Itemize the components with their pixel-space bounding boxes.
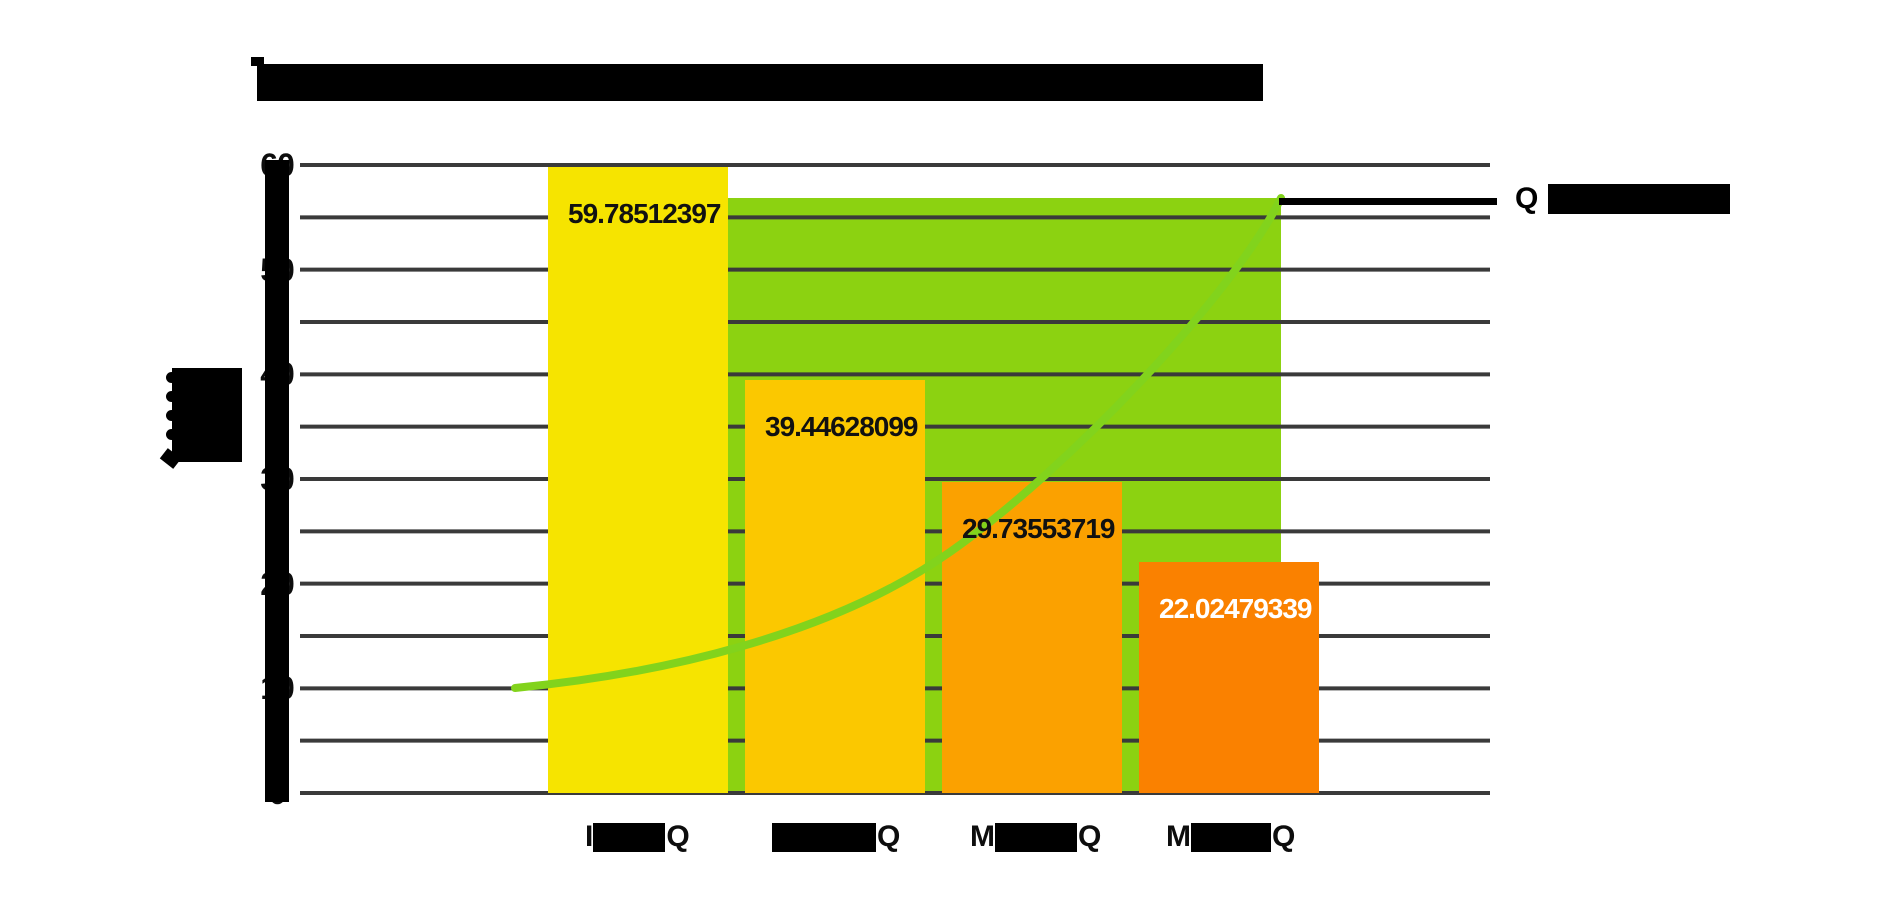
bar [1139, 562, 1319, 793]
line-series-path [511, 194, 1285, 692]
x-label-prefix-fragment: I [585, 820, 593, 853]
x-label-prefix-fragment: M [1166, 820, 1191, 853]
x-label-suffix-fragment: Q [877, 820, 900, 853]
legend-label-redaction [1548, 184, 1730, 214]
bar-value-label: 39.44628099 [765, 411, 919, 443]
x-category-label: Q [771, 820, 900, 854]
x-label-suffix-fragment: Q [1078, 820, 1101, 853]
x-label-redaction [772, 822, 876, 852]
x-label-prefix-fragment: M [970, 820, 995, 853]
title-first-letter-fragment [251, 57, 264, 66]
legend-label: Q [1515, 182, 1539, 215]
legend-key-line [1279, 198, 1497, 205]
y-axis-redaction-bar [265, 160, 289, 802]
bar-value-label: 29.73553719 [962, 512, 1116, 544]
x-label-suffix-fragment: Q [1272, 820, 1295, 853]
chart-title-redaction [257, 64, 1263, 101]
bar-value-label: 22.02479339 [1159, 593, 1313, 625]
y-axis-label-letter-fragment [166, 410, 177, 421]
bar [548, 167, 728, 793]
y-axis-label-letter-fragment [166, 429, 177, 440]
x-label-suffix-fragment: Q [666, 820, 689, 853]
bar-value-label: 59.78512397 [568, 198, 722, 230]
y-axis-label-letter-fragment [166, 372, 177, 383]
x-label-redaction [593, 822, 666, 852]
x-label-redaction [1191, 822, 1271, 852]
x-label-redaction [995, 822, 1077, 852]
y-axis-label-letter-fragment [166, 391, 177, 402]
